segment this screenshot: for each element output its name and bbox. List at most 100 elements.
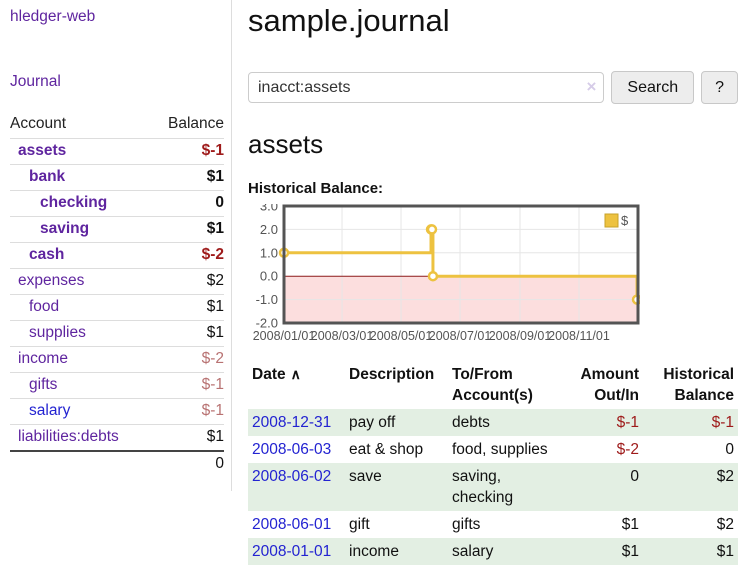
transaction-date-cell: 2008-12-31 xyxy=(248,409,345,436)
account-row-assets: assets $-1 xyxy=(10,139,224,164)
help-button[interactable]: ? xyxy=(701,71,738,104)
account-link-supplies[interactable]: supplies xyxy=(29,324,86,341)
sort-ascending-icon: ∧ xyxy=(290,366,301,382)
transaction-date-cell: 2008-06-03 xyxy=(248,436,345,463)
svg-text:0.0: 0.0 xyxy=(260,269,278,284)
search-button[interactable]: Search xyxy=(611,71,695,104)
account-link-food[interactable]: food xyxy=(29,298,60,315)
main-content: sample.journal × Search ? assets Histori… xyxy=(233,0,742,565)
transaction-amount-cell: $-1 xyxy=(560,409,643,436)
register-row: 2008-06-02 save saving, checking 0 $2 xyxy=(248,463,738,511)
account-link-salary[interactable]: salary xyxy=(29,402,71,419)
account-balance: $-1 xyxy=(201,376,224,393)
transaction-historical-cell: $2 xyxy=(643,463,738,511)
account-row-expenses: expenses $2 xyxy=(10,268,224,294)
amount-column-header: Amount Out/In xyxy=(580,366,639,404)
transaction-date-link[interactable]: 2008-12-31 xyxy=(252,414,332,431)
account-balance: $1 xyxy=(206,168,224,185)
transaction-historical-cell: 0 xyxy=(725,441,734,458)
transaction-historical-cell: $2 xyxy=(716,516,734,533)
transaction-amount-cell: $1 xyxy=(621,516,639,533)
date-column-header: Date ∧ xyxy=(252,366,301,383)
account-link-expenses[interactable]: expenses xyxy=(18,272,85,289)
account-balance: $-2 xyxy=(201,350,224,367)
svg-text:1.0: 1.0 xyxy=(260,245,278,260)
search-box: × xyxy=(248,72,605,103)
transaction-date-link[interactable]: 2008-01-01 xyxy=(252,543,332,560)
transaction-description-cell: eat & shop xyxy=(349,441,424,458)
transaction-date-cell: 2008-06-02 xyxy=(248,463,345,511)
account-link-gifts[interactable]: gifts xyxy=(29,376,58,393)
transaction-historical-cell: $1 xyxy=(643,538,738,565)
transaction-accounts-cell: saving, checking xyxy=(448,463,560,511)
account-link-income[interactable]: income xyxy=(18,350,68,367)
transaction-date-link[interactable]: 2008-06-03 xyxy=(252,441,332,458)
transaction-date-cell: 2008-01-01 xyxy=(248,538,345,565)
line-chart-svg: 3.0 2.0 1.0 0.0 -1.0 -2.02008/01/012008/03/01… xyxy=(253,199,643,343)
account-row-income: income $-2 xyxy=(10,346,224,372)
account-row-liabilities-debts: liabilities:debts $1 xyxy=(10,424,224,450)
transaction-description-cell: gift xyxy=(349,516,370,533)
accounts-total-row: 0 xyxy=(10,450,224,477)
transaction-date-link[interactable]: 2008-06-02 xyxy=(252,468,332,485)
transaction-description-cell: save xyxy=(345,463,448,511)
account-row-saving: saving $1 xyxy=(10,216,224,242)
account-row-cash: cash $-2 xyxy=(10,242,224,268)
tofrom-column-header: To/From Account(s) xyxy=(452,366,533,404)
svg-text:$: $ xyxy=(621,213,629,228)
transaction-accounts-cell: food, supplies xyxy=(452,441,548,458)
account-balance: $-1 xyxy=(201,402,224,419)
svg-text:2008/09/01: 2008/09/01 xyxy=(489,329,552,343)
account-balance: $1 xyxy=(206,220,224,237)
transaction-accounts-cell: debts xyxy=(448,409,560,436)
register-row: 2008-06-01 gift gifts $1 $2 xyxy=(248,511,738,538)
account-link-assets[interactable]: assets xyxy=(18,142,67,159)
transaction-date-cell: 2008-06-01 xyxy=(248,511,345,538)
historical-balance-chart: 3.0 2.0 1.0 0.0 -1.0 -2.0 2008/01/01 2008/03/01… xyxy=(248,199,643,346)
transaction-accounts-cell: salary xyxy=(448,538,560,565)
page-title: sample.journal xyxy=(248,3,450,38)
clear-search-icon[interactable]: × xyxy=(586,77,597,96)
transaction-description-cell: pay off xyxy=(345,409,448,436)
svg-text:2008/07/01: 2008/07/01 xyxy=(429,329,492,343)
account-balance: $2 xyxy=(206,272,224,289)
account-link-bank[interactable]: bank xyxy=(29,168,66,185)
historical-column-header: Historical Balance xyxy=(663,366,734,404)
balance-column-header: Balance xyxy=(167,115,224,132)
app-home-link[interactable]: hledger-web xyxy=(10,8,96,25)
transaction-amount-cell: 0 xyxy=(560,463,643,511)
svg-text:2008/03/01: 2008/03/01 xyxy=(311,329,374,343)
account-link-liabilities-debts[interactable]: liabilities:debts xyxy=(18,428,119,445)
register-table: Date ∧ Description To/From Account(s) Amo… xyxy=(248,361,738,565)
svg-text:2.0: 2.0 xyxy=(260,222,278,237)
svg-text:2008/05/01: 2008/05/01 xyxy=(370,329,433,343)
account-row-salary: salary $-1 xyxy=(10,398,224,424)
sidebar-item-journal[interactable]: Journal xyxy=(10,73,61,90)
account-row-checking: checking 0 xyxy=(10,190,224,216)
sidebar-nav: Journal xyxy=(10,73,224,91)
transaction-description-cell: income xyxy=(345,538,448,565)
account-link-cash[interactable]: cash xyxy=(29,246,65,263)
transaction-date-link[interactable]: 2008-06-01 xyxy=(252,516,332,533)
account-link-checking[interactable]: checking xyxy=(40,194,108,211)
account-balance: $-2 xyxy=(201,246,224,263)
transaction-historical-cell: $-1 xyxy=(643,409,738,436)
app-title: hledger-web xyxy=(10,8,224,26)
account-link-saving[interactable]: saving xyxy=(40,220,90,237)
register-header-row: Date ∧ Description To/From Account(s) Amo… xyxy=(248,361,738,409)
transaction-amount-cell: $-2 xyxy=(616,441,639,458)
account-balance: 0 xyxy=(215,194,224,211)
svg-text:-2.0: -2.0 xyxy=(256,316,278,331)
search-input[interactable] xyxy=(248,72,605,103)
search-form: × Search ? xyxy=(248,71,738,104)
register-row: 2008-01-01 income salary $1 $1 xyxy=(248,538,738,565)
accounts-table: Account Balance assets $-1 bank $1 check… xyxy=(10,111,224,477)
svg-text:-1.0: -1.0 xyxy=(256,292,278,307)
account-heading: assets xyxy=(248,129,324,159)
transaction-amount-cell: $1 xyxy=(560,538,643,565)
transaction-accounts-cell: gifts xyxy=(452,516,481,533)
accounts-total-balance: 0 xyxy=(215,455,224,472)
svg-text:2008/11/01: 2008/11/01 xyxy=(548,329,610,343)
account-row-food: food $1 xyxy=(10,294,224,320)
register-row: 2008-12-31 pay off debts $-1 $-1 xyxy=(248,409,738,436)
